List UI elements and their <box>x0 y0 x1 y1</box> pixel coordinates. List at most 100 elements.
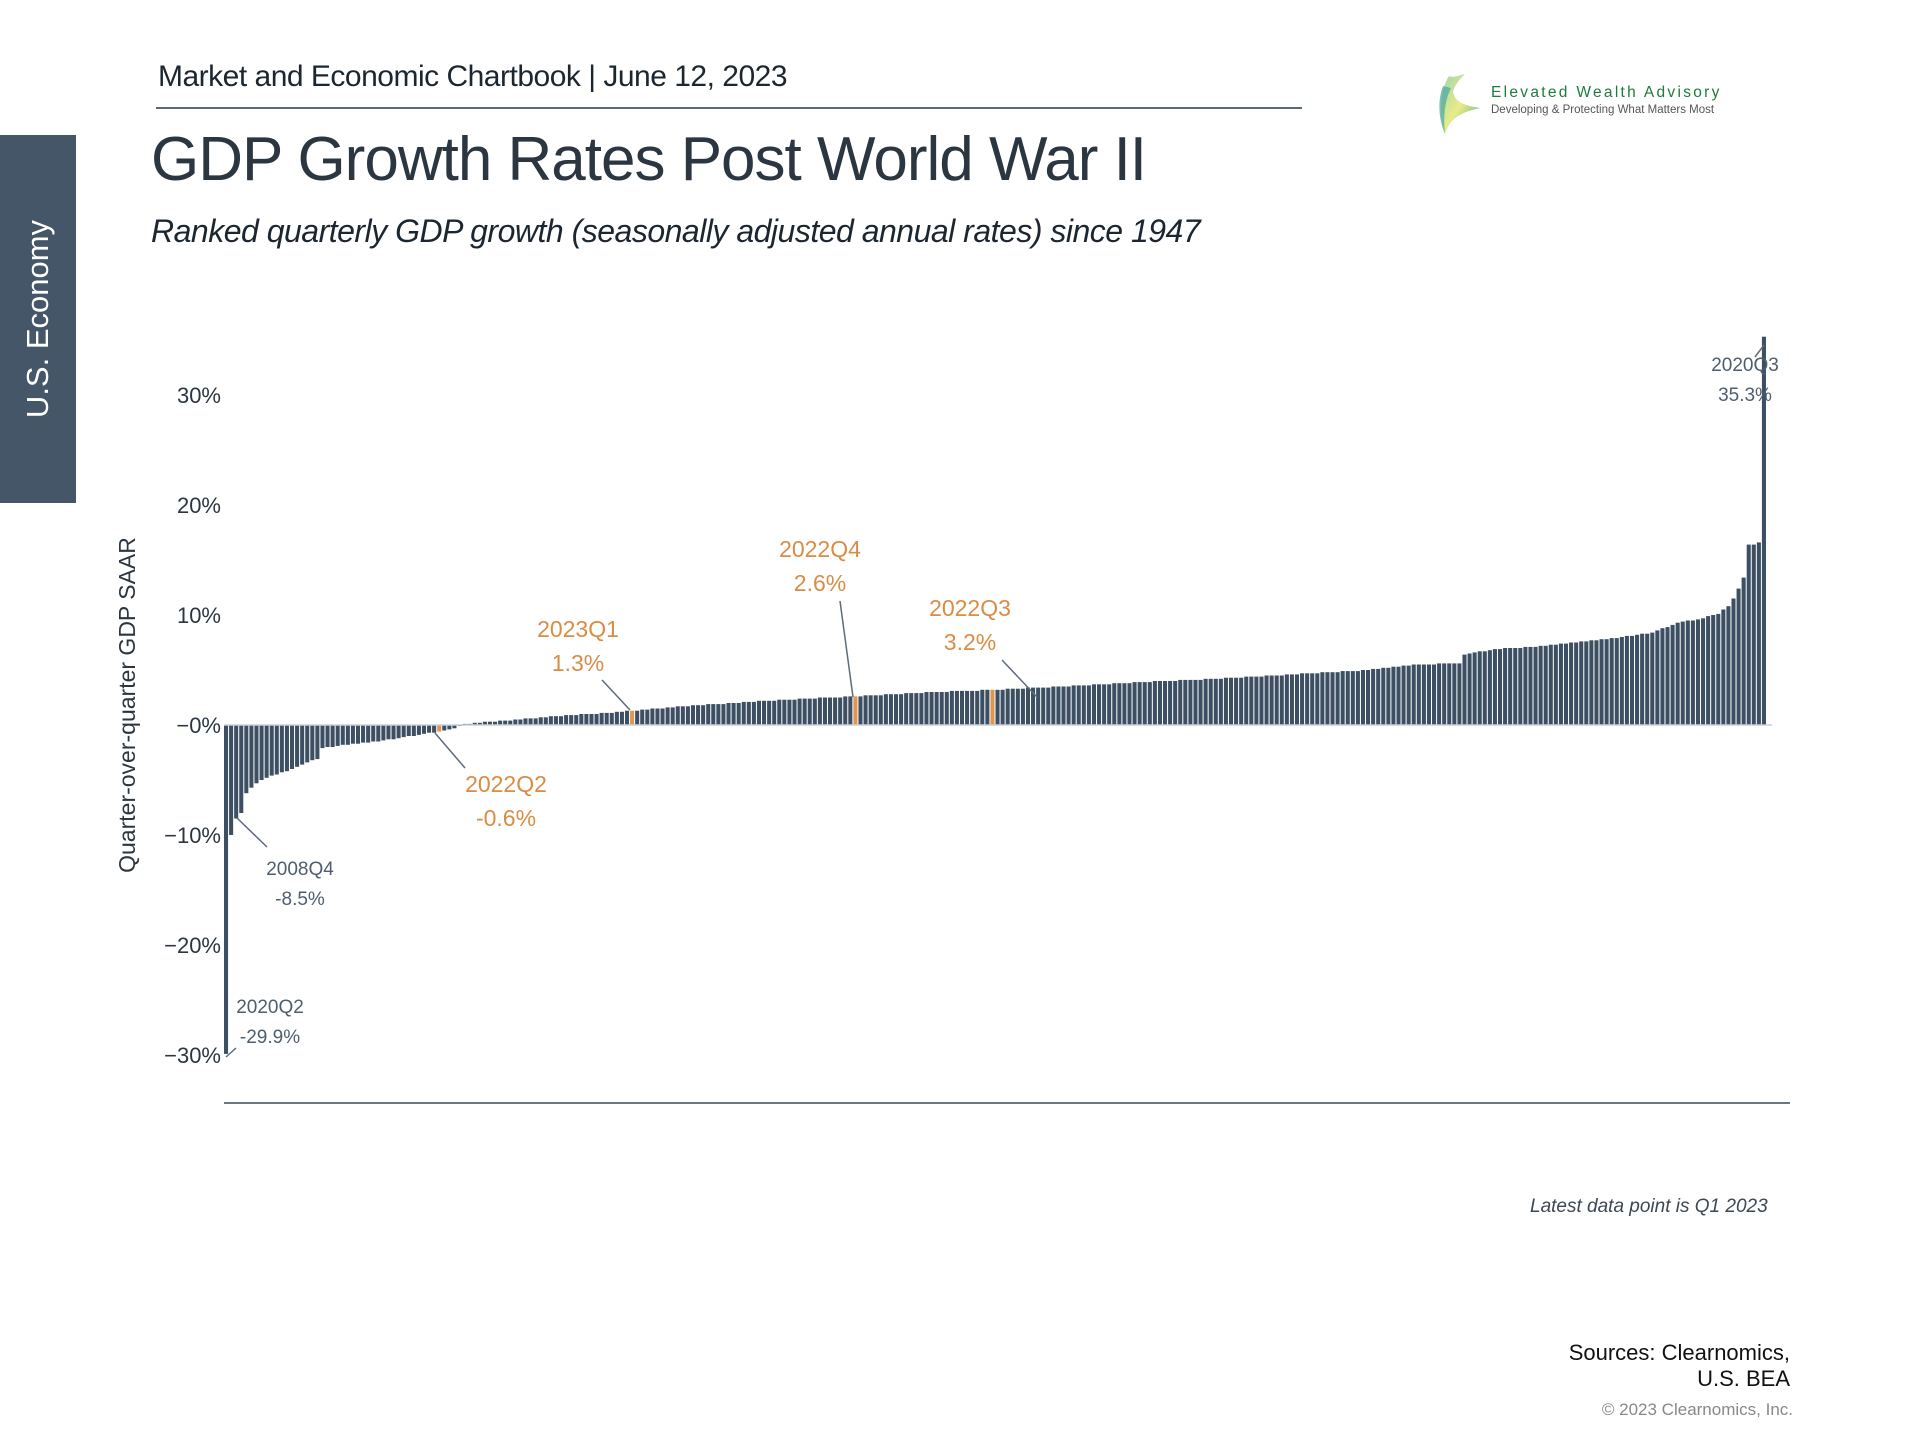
bar <box>330 725 335 747</box>
bar <box>1330 672 1335 725</box>
annotation-leader-line <box>225 1047 237 1058</box>
bar <box>1650 632 1655 725</box>
bar <box>767 700 772 725</box>
bar <box>660 708 665 725</box>
bar <box>1589 640 1594 725</box>
annotation-quarter-label: 2022Q3 <box>929 595 1011 621</box>
annotation-quarter-label: 2020Q2 <box>236 997 304 1018</box>
bar <box>1289 674 1294 725</box>
bar <box>706 704 711 725</box>
bar <box>1569 642 1574 725</box>
bar <box>1655 630 1660 725</box>
highlighted-bar <box>853 696 858 725</box>
latest-data-note: Latest data point is Q1 2023 <box>1530 1196 1768 1217</box>
bar <box>244 725 249 794</box>
bar <box>1203 678 1208 725</box>
bar <box>1467 653 1472 725</box>
bar <box>381 725 386 741</box>
annotation-leader-line <box>839 600 854 698</box>
bar <box>533 718 538 725</box>
bar <box>716 704 721 725</box>
bar <box>1411 664 1416 725</box>
bar <box>995 689 1000 725</box>
bar <box>909 693 914 725</box>
annotation-leader-line <box>236 817 268 848</box>
bar <box>807 698 812 725</box>
bar <box>1376 668 1381 725</box>
bar <box>1097 684 1102 725</box>
bar <box>797 698 802 725</box>
bar <box>1218 678 1223 725</box>
bar <box>1371 668 1376 725</box>
bar <box>376 725 381 742</box>
annotation-quarter-label: 2022Q2 <box>465 771 547 797</box>
bar <box>873 695 878 725</box>
y-tick-label: −20% <box>164 933 221 958</box>
bar <box>1340 671 1345 725</box>
bar <box>1081 685 1086 725</box>
highlighted-bar <box>630 710 635 725</box>
bar <box>523 718 528 725</box>
bar <box>579 714 584 725</box>
bar <box>1635 634 1640 725</box>
bar <box>1000 689 1005 725</box>
bar <box>944 692 949 725</box>
bar <box>1066 686 1071 725</box>
bar <box>924 692 929 725</box>
bar <box>1168 681 1173 725</box>
bar <box>1695 619 1700 725</box>
bar <box>1579 641 1584 725</box>
bar <box>1305 673 1310 725</box>
bar <box>1198 679 1203 725</box>
bar <box>635 710 640 725</box>
bar <box>1432 664 1437 725</box>
bar <box>787 699 792 725</box>
bar <box>756 700 761 725</box>
bar <box>229 725 234 835</box>
chartbook-header: Market and Economic Chartbook | June 12,… <box>158 60 788 93</box>
page-title: GDP Growth Rates Post World War II <box>151 125 1147 194</box>
bar <box>802 698 807 725</box>
bar <box>1152 681 1157 725</box>
bar <box>965 690 970 725</box>
annotation-quarter-label: 2020Q3 <box>1711 355 1779 376</box>
bar <box>680 706 685 725</box>
bar <box>939 692 944 725</box>
bar <box>564 715 569 725</box>
highlighted-bar <box>437 725 442 732</box>
bar <box>883 694 888 725</box>
bar <box>1234 677 1239 725</box>
bar <box>411 725 416 736</box>
bar <box>1523 646 1528 725</box>
bar <box>366 725 371 743</box>
bar <box>751 701 756 725</box>
bar <box>1462 654 1467 725</box>
bar <box>1071 685 1076 725</box>
sources-line-1: Sources: Clearnomics, <box>1568 1340 1790 1365</box>
bar <box>1660 628 1665 725</box>
bar <box>1269 675 1274 725</box>
bar <box>1553 644 1558 725</box>
bar <box>1132 682 1137 725</box>
bar <box>482 721 487 725</box>
bar <box>858 696 863 725</box>
bar <box>1640 633 1645 725</box>
bar <box>1645 633 1650 725</box>
bar <box>584 714 589 725</box>
bar <box>452 725 457 729</box>
bar <box>614 711 619 725</box>
y-tick-label: −0% <box>176 713 221 738</box>
bar <box>295 725 300 767</box>
bar <box>477 722 482 725</box>
bar <box>254 725 259 784</box>
bar <box>1294 674 1300 725</box>
bar <box>1142 682 1147 725</box>
bar <box>1223 677 1228 725</box>
bar <box>1056 686 1061 725</box>
bar <box>812 698 817 725</box>
bar <box>1091 684 1096 725</box>
bar <box>355 725 361 744</box>
bar <box>1599 639 1604 725</box>
bar <box>447 725 452 730</box>
bar <box>1421 664 1426 725</box>
